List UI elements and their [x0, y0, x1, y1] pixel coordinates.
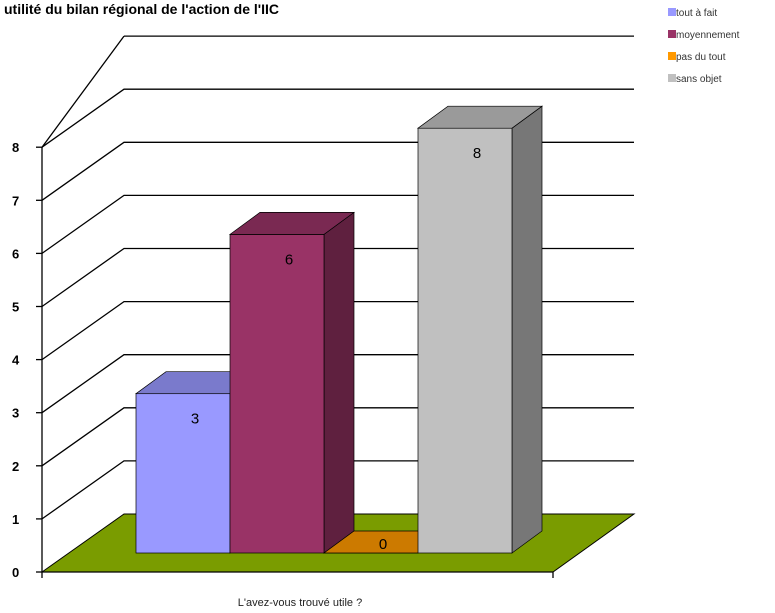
- legend-label: pas du tout: [676, 52, 726, 63]
- bar-front: [135, 393, 231, 554]
- legend-label: sans objet: [676, 74, 722, 85]
- y-tick-label: 3: [12, 406, 19, 421]
- bar-front: [229, 234, 325, 554]
- legend-item: moyennement: [668, 30, 740, 41]
- legend-item: pas du tout: [668, 52, 726, 63]
- gridline: [41, 88, 634, 148]
- data-label: 3: [191, 411, 199, 428]
- y-axis-ticks: 0 1 2 3 4 5 6 7 8: [12, 140, 42, 580]
- y-tick-label: 0: [12, 565, 19, 580]
- chart-title: utilité du bilan régional de l'action de…: [4, 1, 279, 17]
- legend-swatch: [668, 30, 676, 38]
- bar-side: [323, 211, 355, 554]
- x-axis-label: L'avez-vous trouvé utile ?: [238, 597, 362, 609]
- gridline: [41, 35, 125, 148]
- data-label: 8: [473, 145, 481, 162]
- bar-sans-objet: 8: [416, 105, 544, 554]
- legend-item: tout à fait: [668, 8, 717, 19]
- y-tick-label: 6: [12, 246, 19, 261]
- data-label: 6: [285, 251, 293, 268]
- bar-top: [228, 212, 356, 235]
- legend-label: tout à fait: [676, 8, 717, 19]
- y-tick-label: 4: [12, 353, 20, 368]
- legend-swatch: [668, 74, 676, 82]
- legend-item: sans objet: [668, 74, 722, 85]
- bar-top: [416, 105, 544, 129]
- bar-moyennement: 6: [228, 211, 356, 554]
- y-tick-label: 1: [12, 512, 19, 527]
- y-tick-label: 7: [12, 193, 19, 208]
- bar-side: [511, 105, 543, 554]
- y-tick-label: 8: [12, 140, 19, 155]
- bar-front: [417, 127, 513, 554]
- legend-label: moyennement: [676, 30, 740, 41]
- gridline: [41, 141, 634, 201]
- legend-swatch: [668, 8, 676, 16]
- legend-swatch: [668, 52, 676, 60]
- data-label: 0: [379, 536, 387, 553]
- bars: 3 6 0 8: [134, 105, 544, 554]
- y-tick-label: 5: [12, 300, 19, 315]
- y-tick-label: 2: [12, 459, 19, 474]
- legend: tout à fait moyennement pas du tout sans ob…: [668, 8, 740, 85]
